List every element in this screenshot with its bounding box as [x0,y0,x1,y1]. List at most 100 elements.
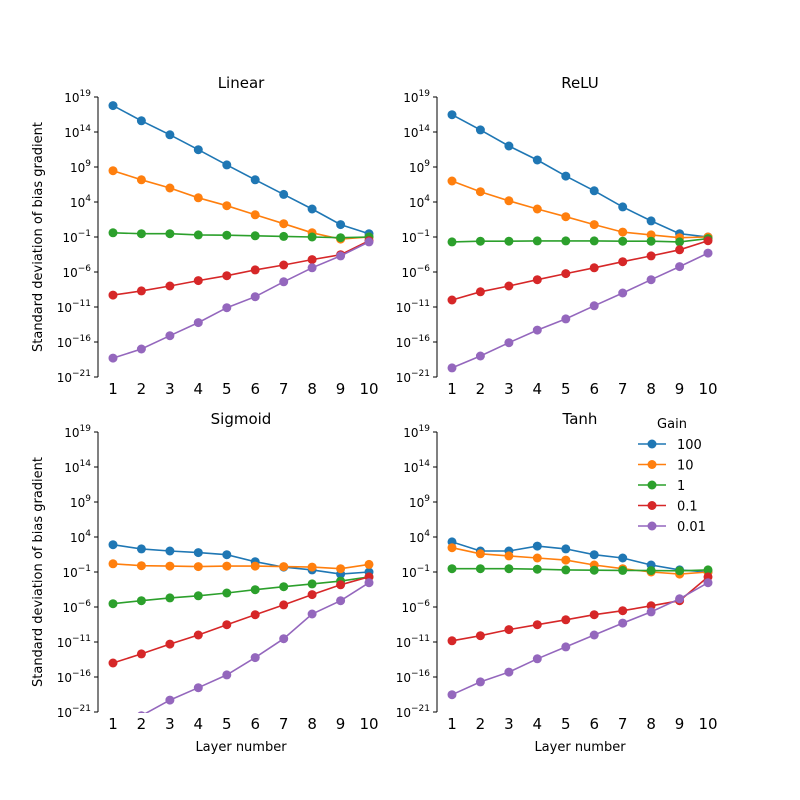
data-point [475,631,485,641]
data-point [364,578,374,588]
data-point [307,232,317,242]
data-point [307,263,317,273]
x-tick-label: 5 [222,715,232,733]
x-axis-label: Layer number [534,740,626,755]
data-point [136,596,146,606]
legend-label: 100 [677,438,702,453]
x-tick-label: 9 [675,715,685,733]
legend-label: 1 [677,479,685,494]
data-point [193,230,203,240]
data-point [222,230,232,240]
data-point [336,251,346,261]
data-point [618,257,628,267]
data-point [108,353,118,363]
series-line-gain-0.01 [112,241,370,359]
data-point [165,695,175,705]
legend-item: 1 [638,479,685,494]
data-point [675,262,685,272]
data-point [165,593,175,603]
data-point [193,591,203,601]
data-point [108,228,118,238]
data-point [504,236,514,246]
data-point [108,658,118,668]
data-point [279,260,289,270]
x-tick-label: 9 [336,380,346,398]
plot-area [447,110,713,373]
chart-title: Sigmoid [211,410,272,428]
data-point [675,566,685,576]
data-point [279,277,289,287]
data-point [618,618,628,628]
data-point [561,642,571,652]
data-point [646,236,656,246]
series-line-gain-10 [112,169,370,240]
legend-marker [647,439,657,449]
data-point [336,233,346,243]
y-tick-label: 10−21 [57,704,91,720]
x-tick-label: 3 [165,380,175,398]
data-point [589,236,599,246]
data-point [165,561,175,571]
data-point [222,201,232,211]
y-tick-label: 1019 [64,424,91,440]
data-point [475,351,485,361]
data-point [250,175,260,185]
data-point [532,654,542,664]
data-point [137,711,145,713]
data-point [475,564,485,574]
x-tick-label: 6 [589,715,599,733]
y-tick-label: 10−16 [57,334,92,350]
data-point [447,564,457,574]
legend-title: Gain [657,417,687,432]
data-point [307,609,317,619]
chart-tanh: Tanh1019101410910410−110−610−1110−1610−2… [396,410,718,755]
data-point [532,325,542,335]
plot-area [447,537,713,700]
data-point [561,212,571,222]
data-point [646,566,656,576]
data-point [307,562,317,572]
data-point [561,236,571,246]
data-point [646,275,656,285]
data-point [136,544,146,554]
x-tick-label: 6 [589,380,599,398]
data-point [250,231,260,241]
data-point [222,303,232,313]
plot-area [108,540,374,713]
x-tick-label: 7 [618,715,628,733]
x-tick-label: 10 [359,715,378,733]
data-point [307,590,317,600]
series-line-gain-0.01 [451,582,709,696]
data-point [561,314,571,324]
series-line-gain-1 [452,567,709,572]
data-point [618,202,628,212]
data-point [250,585,260,595]
data-point [561,555,571,565]
x-tick-label: 9 [675,380,685,398]
data-point [646,251,656,261]
data-point [165,639,175,649]
y-tick-label: 10−6 [62,599,91,615]
series-line-gain-0.01 [144,582,370,713]
data-point [589,263,599,273]
x-tick-label: 10 [698,380,717,398]
x-tick-label: 4 [194,380,204,398]
x-tick-label: 2 [137,715,147,733]
legend-marker [647,501,657,510]
x-tick-label: 4 [533,380,543,398]
data-point [307,204,317,214]
y-tick-label: 1014 [64,124,91,140]
x-tick-label: 2 [476,380,486,398]
data-point [165,130,175,140]
legend-label: 10 [677,459,694,474]
y-tick-label: 10−6 [401,599,430,615]
chart-title: Tanh [562,410,598,428]
data-point [532,155,542,165]
x-tick-label: 3 [504,380,514,398]
y-tick-label: 10−21 [396,369,430,385]
data-point [504,564,514,574]
data-point [193,145,203,155]
data-point [618,565,628,575]
data-point [279,231,289,241]
x-tick-label: 1 [108,380,118,398]
